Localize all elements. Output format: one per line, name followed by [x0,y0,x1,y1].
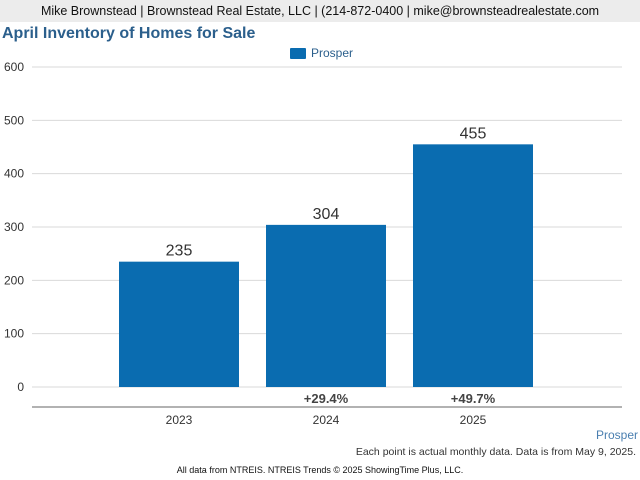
chart-title: April Inventory of Homes for Sale [2,25,256,42]
y-tick-label: 500 [4,113,24,127]
bar-2023 [119,261,239,387]
y-axis-ticks: 0 100 200 300 400 500 600 [4,60,24,394]
x-axis-ticks: 2023 2024 2025 [166,413,487,427]
y-tick-label: 400 [4,167,24,181]
x-tick-label: 2025 [460,413,487,427]
y-tick-label: 200 [4,273,24,287]
contact-header-bar: Mike Brownstead | Brownstead Real Estate… [0,0,640,22]
chart-legend: Prosper [290,46,353,60]
data-label: 455 [460,125,487,142]
y-tick-label: 0 [17,380,24,394]
contact-info: Mike Brownstead | Brownstead Real Estate… [40,4,600,18]
y-tick-label: 300 [4,220,24,234]
data-note: Each point is actual monthly data. Data … [355,446,636,458]
x-tick-label: 2024 [313,413,340,427]
legend-label-prosper: Prosper [311,46,354,60]
y-tick-label: 600 [4,60,24,74]
bar-2025 [413,144,533,387]
footer-attribution: All data from NTREIS. NTREIS Trends © 20… [176,465,464,475]
source-area-label: Prosper [595,428,638,442]
x-tick-label: 2023 [166,413,193,427]
legend-swatch-prosper [290,47,306,59]
bar-2024 [266,224,386,387]
chart-bars: 235 304 +29.4% 455 +49.7% [119,125,533,406]
change-label: +49.7% [451,391,496,406]
data-label: 235 [166,243,193,260]
y-tick-label: 100 [4,327,24,341]
change-label: +29.4% [304,391,349,406]
data-label: 304 [313,206,340,223]
